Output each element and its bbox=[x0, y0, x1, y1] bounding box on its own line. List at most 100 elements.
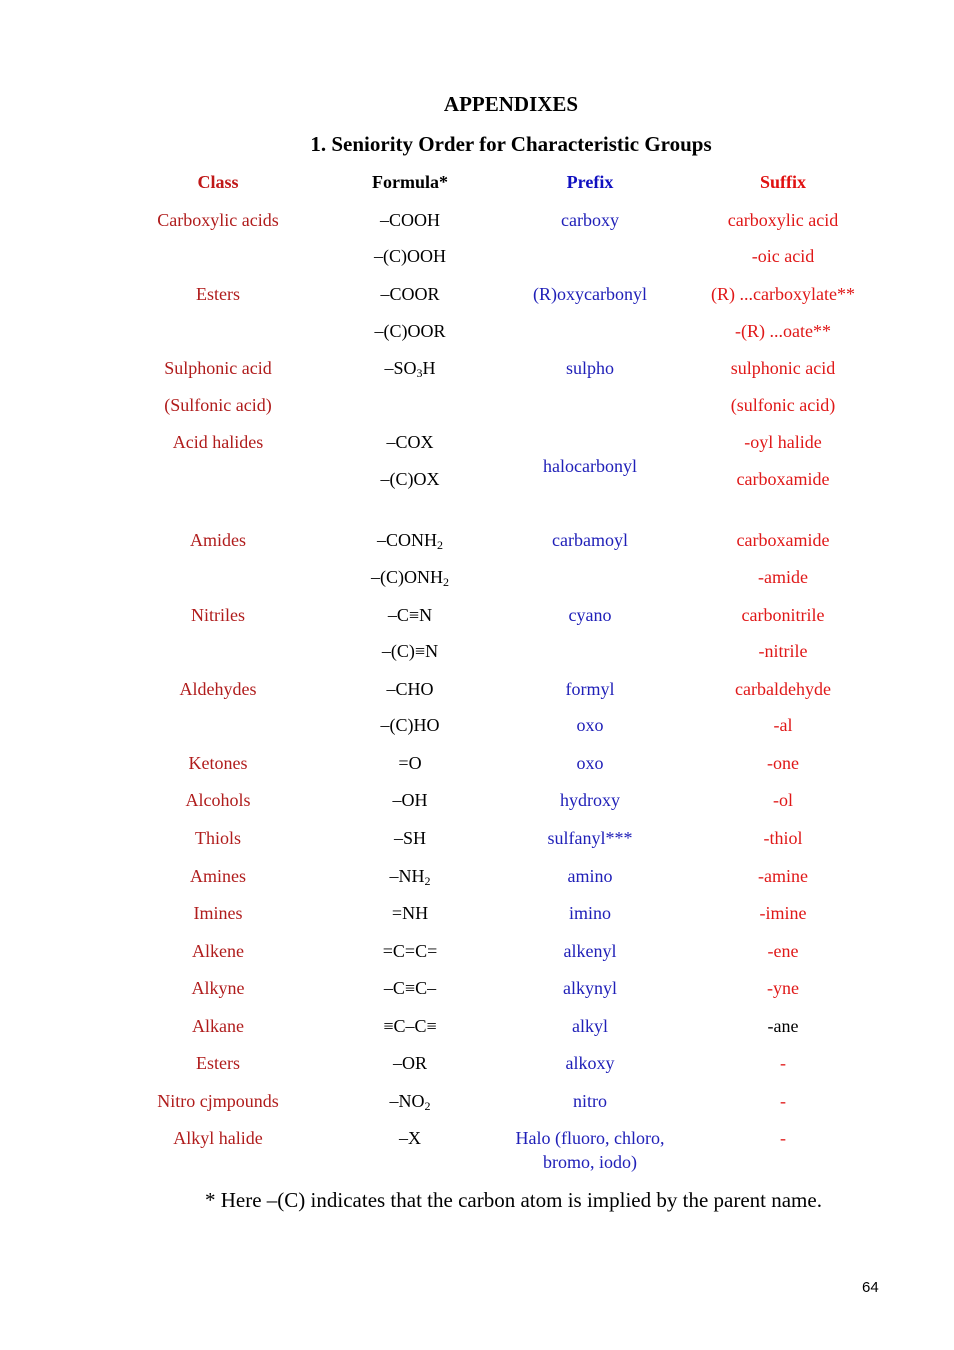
formula-text: –(C)HO bbox=[380, 715, 440, 735]
row-19-formula: =C=C= bbox=[320, 939, 500, 963]
row-3-formula: –(C)OOR bbox=[320, 319, 500, 343]
row-23-class: Nitro cjmpounds bbox=[157, 1091, 279, 1111]
row-23-formula: –NO2 bbox=[320, 1089, 500, 1113]
formula-text: ≡C–C≡ bbox=[383, 1016, 437, 1036]
row-24-prefix: Halo (fluoro, chloro, bbox=[515, 1128, 665, 1148]
formula-text: –SH bbox=[393, 828, 426, 848]
formula-text: –CHO bbox=[386, 679, 434, 699]
row-14-class: Ketones bbox=[188, 753, 248, 773]
row-9-formula: –(C)ONH2 bbox=[320, 565, 500, 589]
row-24-class: Alkyl halide bbox=[173, 1128, 263, 1148]
row-14-suffix: -one bbox=[767, 753, 799, 773]
formula-subscript: 2 bbox=[443, 575, 449, 589]
row-5-suffix: (sulfonic acid) bbox=[730, 395, 836, 415]
row-13-suffix: -al bbox=[773, 715, 793, 735]
row-7-suffix: carboxamide bbox=[736, 469, 830, 489]
formula-text: –COX bbox=[386, 432, 434, 452]
row-20-suffix: -yne bbox=[767, 978, 799, 998]
row-18-class: Imines bbox=[193, 903, 243, 923]
formula-text: –X bbox=[399, 1128, 421, 1148]
formula-text: –COOR bbox=[380, 284, 440, 304]
formula-text: –(C)≡N bbox=[381, 641, 439, 661]
formula-subscript: 2 bbox=[424, 874, 431, 888]
row-4-class: Sulphonic acid bbox=[164, 358, 272, 378]
formula-text: =NH bbox=[391, 903, 429, 923]
row-20-formula: –C≡C– bbox=[320, 976, 500, 1000]
formula-text: –(C)ONH bbox=[371, 567, 443, 587]
row-6-class: Acid halides bbox=[172, 432, 264, 452]
row-2-suffix: (R) ...carboxylate** bbox=[711, 284, 855, 304]
row-4-suffix: sulphonic acid bbox=[730, 358, 836, 378]
row-1-formula: –(C)OOH bbox=[320, 244, 500, 268]
formula-text: =C=C= bbox=[382, 941, 438, 961]
row-21-class: Alkane bbox=[192, 1016, 244, 1036]
row-16-class: Thiols bbox=[194, 828, 241, 848]
row-11-formula: –(C)≡N bbox=[320, 639, 500, 663]
row-23-suffix: - bbox=[780, 1091, 786, 1111]
row-20-class: Alkyne bbox=[191, 978, 245, 998]
formula-text: –(C)OOH bbox=[374, 246, 446, 266]
row-21-formula: ≡C–C≡ bbox=[320, 1014, 500, 1038]
formula-text: –OR bbox=[392, 1053, 427, 1073]
row-8-prefix: carbamoyl bbox=[552, 530, 628, 550]
row-4-prefix: sulpho bbox=[565, 358, 614, 378]
header-suffix: Suffix bbox=[759, 172, 806, 192]
header-class: Class bbox=[197, 172, 239, 192]
row-10-suffix: carbonitrile bbox=[741, 605, 825, 625]
row-2-class: Esters bbox=[196, 284, 240, 304]
formula-text: –SO bbox=[384, 358, 417, 378]
row-0-class: Carboxylic acids bbox=[157, 210, 279, 230]
row-19-prefix: alkenyl bbox=[563, 941, 617, 961]
row-8-suffix: carboxamide bbox=[736, 530, 830, 550]
row-20-prefix: alkynyl bbox=[563, 978, 617, 998]
page-number: 64 bbox=[862, 1279, 879, 1296]
row-12-formula: –CHO bbox=[320, 677, 500, 701]
formula-text: –NO bbox=[389, 1091, 425, 1111]
formula-text: –C≡C– bbox=[383, 978, 437, 998]
row-21-prefix: alkyl bbox=[572, 1016, 608, 1036]
row-14-prefix: oxo bbox=[576, 753, 604, 773]
row-4-formula: –SO3H bbox=[320, 356, 500, 380]
formula-text: –C≡N bbox=[387, 605, 433, 625]
row-19-class: Alkene bbox=[192, 941, 244, 961]
row-2-formula: –COOR bbox=[320, 282, 500, 306]
row-12-class: Aldehydes bbox=[179, 679, 257, 699]
row-10-prefix: cyano bbox=[568, 605, 612, 625]
row-17-formula: –NH2 bbox=[320, 864, 500, 888]
row-8-formula: –CONH2 bbox=[320, 528, 500, 552]
row-16-prefix: sulfanyl*** bbox=[547, 828, 633, 848]
formula-text: –(C)OOR bbox=[374, 321, 446, 341]
formula-text: –CONH bbox=[376, 530, 437, 550]
row-21-suffix: -ane bbox=[767, 1016, 799, 1036]
row-15-prefix: hydroxy bbox=[560, 790, 620, 810]
row-24-prefix-line2: bromo, iodo) bbox=[543, 1152, 637, 1172]
appendix-title: APPENDIXES bbox=[443, 92, 579, 116]
row-17-prefix: amino bbox=[567, 866, 613, 886]
row-22-prefix: alkoxy bbox=[565, 1053, 615, 1073]
row-5-class: (Sulfonic acid) bbox=[164, 395, 272, 415]
row-15-suffix: -ol bbox=[773, 790, 793, 810]
row-1-suffix: -oic acid bbox=[751, 246, 815, 266]
formula-text: –OH bbox=[392, 790, 428, 810]
formula-subscript: 2 bbox=[424, 1099, 431, 1113]
row-0-suffix: carboxylic acid bbox=[727, 210, 839, 230]
row-18-formula: =NH bbox=[320, 901, 500, 925]
row-23-prefix: nitro bbox=[573, 1091, 607, 1111]
header-prefix: Prefix bbox=[566, 172, 614, 192]
row-0-prefix: carboxy bbox=[561, 210, 619, 230]
row-6-formula: –COX bbox=[320, 430, 500, 454]
row-7-formula: –(C)OX bbox=[320, 467, 500, 491]
row-22-suffix: - bbox=[780, 1053, 786, 1073]
row-15-class: Alcohols bbox=[185, 790, 251, 810]
row-3-suffix: -(R) ...oate** bbox=[735, 321, 831, 341]
row-10-formula: –C≡N bbox=[320, 603, 500, 627]
row-14-formula: =O bbox=[320, 751, 500, 775]
row-17-class: Amines bbox=[190, 866, 246, 886]
row-8-class: Amides bbox=[190, 530, 246, 550]
row-18-suffix: -imine bbox=[759, 903, 807, 923]
row-13-formula: –(C)HO bbox=[320, 713, 500, 737]
formula-subscript: 3 bbox=[416, 366, 423, 380]
formula-text: =O bbox=[398, 753, 422, 773]
formula-text: –(C)OX bbox=[380, 469, 440, 489]
footnote: * Here –(C) indicates that the carbon at… bbox=[205, 1188, 822, 1212]
